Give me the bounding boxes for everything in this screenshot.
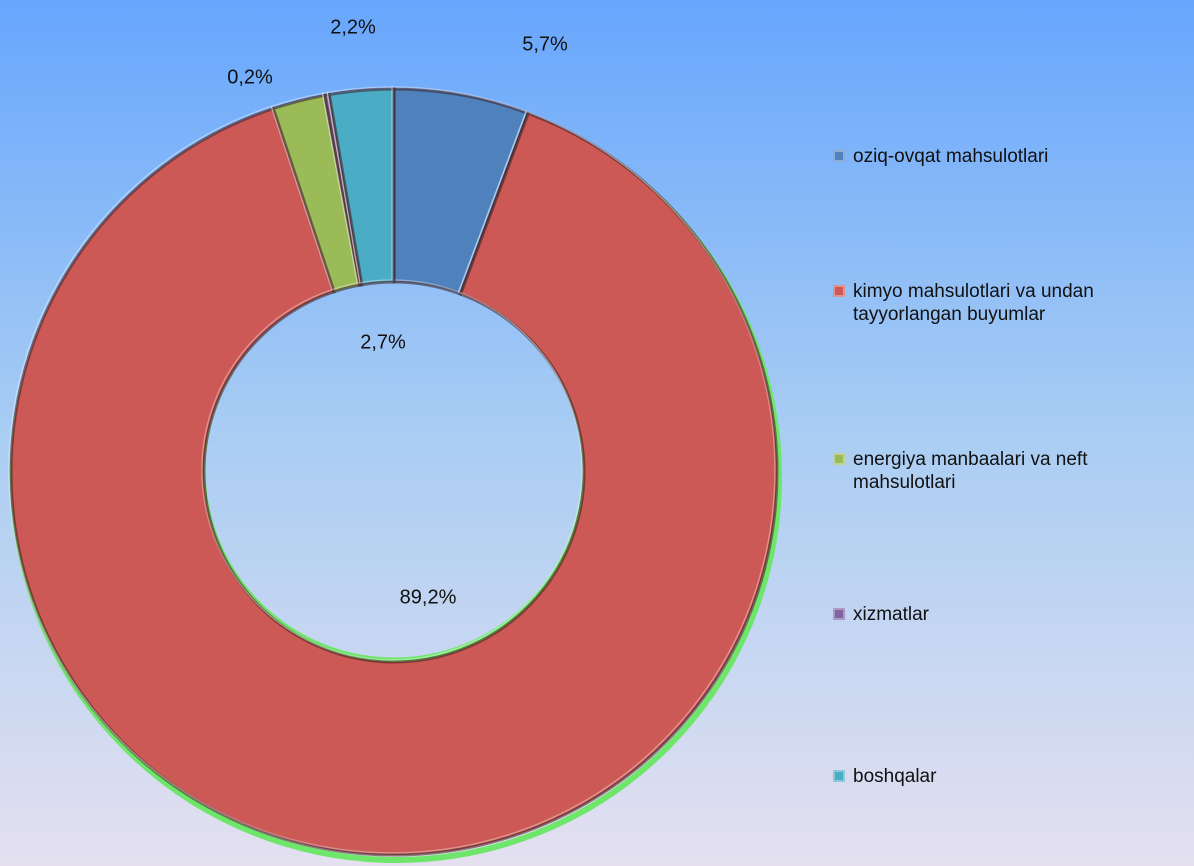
legend-item: boshqalar	[833, 765, 1188, 788]
legend-item: xizmatlar	[833, 603, 1188, 626]
legend-item: energiya manbaalari va neft mahsulotlari	[833, 448, 1188, 494]
legend-label: energiya manbaalari va neft mahsulotlari	[853, 449, 1088, 493]
data-label: 89,2%	[400, 586, 457, 608]
data-label: 2,2%	[330, 16, 376, 38]
donut-slice	[327, 87, 396, 287]
data-label: 5,7%	[522, 33, 568, 55]
legend-label: kimyo mahsulotlari va undan tayyorlangan…	[853, 281, 1094, 325]
legend-swatch	[833, 453, 845, 465]
slice-bevel	[326, 86, 393, 284]
legend-label: xizmatlar	[853, 604, 930, 625]
legend-item: oziq-ovqat mahsulotlari	[833, 145, 1188, 168]
legend-swatch	[833, 150, 845, 162]
legend-label: boshqalar	[853, 766, 937, 787]
data-label: 0,2%	[227, 66, 273, 88]
legend-item: kimyo mahsulotlari va undan tayyorlangan…	[833, 280, 1188, 326]
legend-swatch	[833, 285, 845, 297]
donut-slice	[9, 106, 779, 857]
slice-bevel	[321, 91, 361, 285]
legend-label: oziq-ovqat mahsulotlari	[853, 146, 1049, 167]
slice-bevel	[391, 86, 528, 294]
slice-bevel	[8, 105, 776, 854]
legend-swatch	[833, 608, 845, 620]
slice-bevel	[270, 92, 359, 291]
legend-swatch	[833, 770, 845, 782]
data-label: 2,7%	[360, 331, 406, 353]
